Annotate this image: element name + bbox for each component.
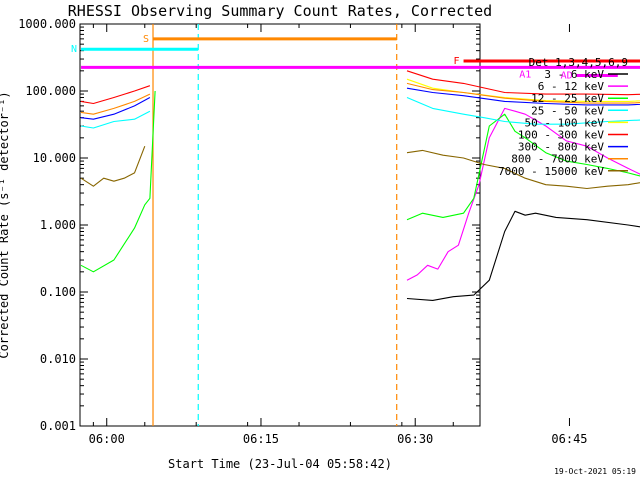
legend-entry-label: 12 - 25 keV: [531, 92, 604, 105]
x-tick-label: 06:45: [551, 432, 587, 446]
y-tick-label: 0.010: [40, 352, 76, 366]
y-tick-label: 1.000: [40, 218, 76, 232]
date-stamp: 19-Oct-2021 05:19: [554, 467, 636, 476]
legend-entry-label: 3 - 6 keV: [544, 68, 604, 81]
x-tick-label: 06:00: [89, 432, 125, 446]
series-line: [80, 82, 640, 115]
series-line: [80, 70, 640, 105]
x-axis-label: Start Time (23-Jul-04 05:58:42): [168, 457, 392, 471]
y-tick-label: 10.000: [33, 151, 76, 165]
reference-lines: [152, 24, 398, 426]
series-line: [80, 90, 640, 273]
x-tick-label: 06:30: [397, 432, 433, 446]
y-axis: 0.001 0.010 0.100 1.000 10.000 100.000 1000.00…: [18, 17, 480, 433]
y-tick-label: 0.001: [40, 419, 76, 433]
flag-label: N: [71, 44, 77, 55]
flag-label: S: [143, 34, 149, 45]
legend-entry-label: 7000 - 15000 keV: [498, 165, 604, 178]
legend-title: Det 1,3,4,5,6,9: [529, 56, 628, 69]
series-line: [406, 210, 640, 301]
flag-segments: S N F AD A1: [71, 34, 640, 82]
legend-entry-label: 6 - 12 keV: [538, 80, 605, 93]
series-line: [80, 96, 640, 129]
y-tick-label: 1000.000: [18, 17, 76, 31]
legend-entry-label: 300 - 800 keV: [518, 141, 604, 154]
y-tick-label: 100.000: [25, 84, 76, 98]
x-tick-label: 06:15: [243, 432, 279, 446]
legend-entry-label: 100 - 300 keV: [518, 129, 604, 142]
flag-label: F: [454, 56, 460, 67]
y-tick-label: 0.100: [40, 285, 76, 299]
legend-entry-label: 25 - 50 keV: [531, 104, 604, 117]
flag-label: AD: [561, 71, 573, 82]
y-axis-label: Corrected Count Rate (s⁻¹ detector⁻¹): [0, 91, 11, 358]
legend-entry-label: 50 - 100 keV: [525, 116, 605, 129]
chart-title: RHESSI Observing Summary Count Rates, Co…: [68, 2, 492, 20]
series-line: [80, 87, 640, 120]
data-series: [80, 70, 640, 301]
series-line: [80, 146, 640, 190]
legend-entry-label: 800 - 7000 keV: [511, 153, 604, 166]
series-line: [406, 107, 640, 281]
flag-label: A1: [519, 69, 531, 80]
